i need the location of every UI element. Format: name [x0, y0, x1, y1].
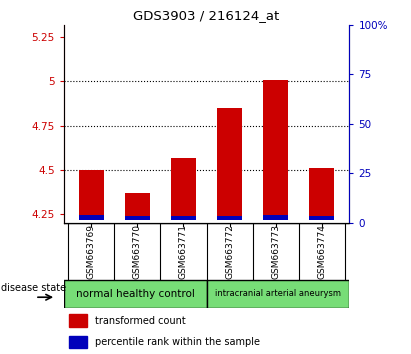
Bar: [125, 216, 150, 220]
Bar: [263, 80, 288, 220]
Bar: [79, 216, 104, 220]
Bar: [309, 168, 335, 220]
Text: GSM663770: GSM663770: [133, 224, 142, 279]
Text: GSM663774: GSM663774: [317, 224, 326, 279]
Bar: [263, 215, 288, 220]
Bar: [79, 170, 104, 220]
Bar: [171, 158, 196, 220]
Text: normal healthy control: normal healthy control: [76, 289, 194, 299]
Bar: [69, 336, 87, 348]
Text: disease state: disease state: [1, 282, 67, 293]
Text: GSM663773: GSM663773: [271, 224, 280, 279]
Text: GSM663769: GSM663769: [87, 224, 96, 279]
Text: GSM663772: GSM663772: [225, 224, 234, 279]
Bar: [171, 216, 196, 220]
Bar: [69, 314, 87, 327]
Text: intracranial arterial aneurysm: intracranial arterial aneurysm: [215, 289, 341, 298]
Title: GDS3903 / 216124_at: GDS3903 / 216124_at: [134, 9, 279, 22]
Bar: [217, 108, 242, 220]
Bar: [217, 216, 242, 220]
Text: transformed count: transformed count: [95, 316, 186, 326]
Text: percentile rank within the sample: percentile rank within the sample: [95, 337, 260, 347]
Bar: [309, 216, 335, 220]
Bar: [206, 280, 349, 308]
Text: GSM663771: GSM663771: [179, 224, 188, 279]
Bar: [125, 193, 150, 220]
Bar: [64, 280, 206, 308]
